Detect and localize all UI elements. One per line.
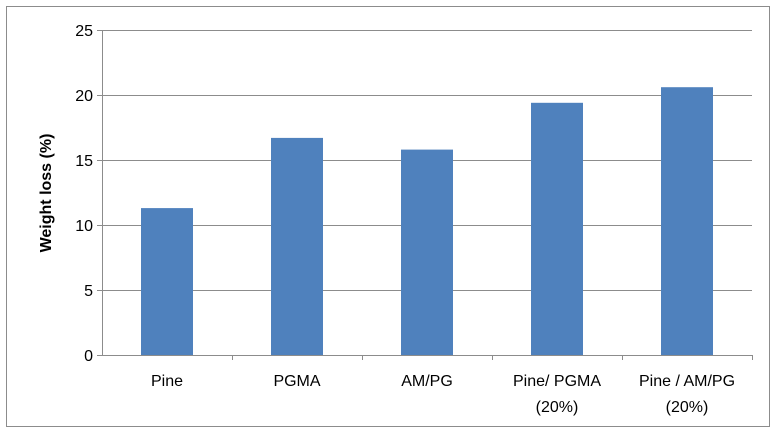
y-tick-label: 15 <box>75 153 93 170</box>
bar <box>141 208 193 355</box>
x-tick-label: (20%) <box>666 399 709 416</box>
bar <box>401 149 453 355</box>
bar <box>661 87 713 355</box>
y-tick-label: 20 <box>75 88 93 105</box>
y-tick-label: 5 <box>84 283 93 300</box>
bar <box>531 102 583 355</box>
y-tick-label: 10 <box>75 218 93 235</box>
x-tick-label: Pine / AM/PG <box>639 373 735 390</box>
y-axis-title: Weight loss (%) <box>38 134 55 253</box>
axes <box>97 30 753 360</box>
x-tick-label: Pine/ PGMA <box>513 373 601 390</box>
x-tick-label: (20%) <box>536 399 579 416</box>
y-tick-label: 0 <box>84 348 93 365</box>
chart-frame <box>6 6 770 427</box>
bar <box>271 137 323 355</box>
labels: 0 5 10 15 20 25 Pine PGMA AM/PG Pine/ PGMA (20%) Pi… <box>75 23 735 416</box>
y-tick-label: 25 <box>75 23 93 40</box>
x-tick-label: AM/PG <box>401 373 453 390</box>
bars <box>141 87 713 355</box>
x-tick-label: PGMA <box>273 373 320 390</box>
x-tick-label: Pine <box>151 373 183 390</box>
